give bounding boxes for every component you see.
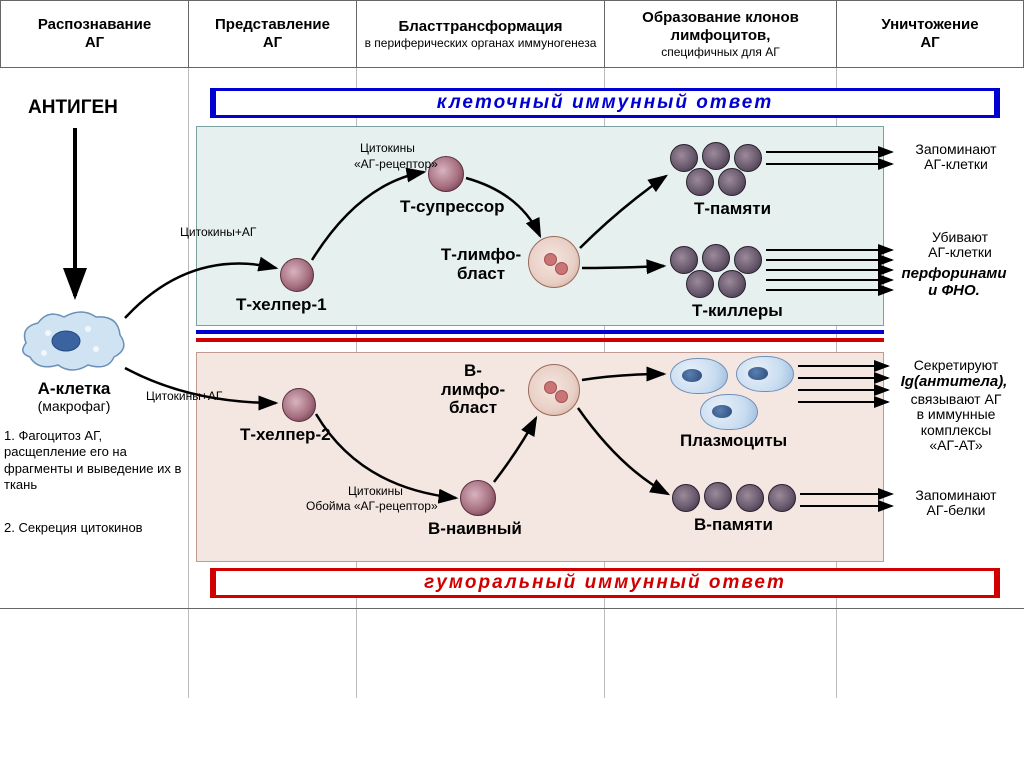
cellular-banner-text: клеточный иммунный ответ <box>437 92 774 114</box>
diagram-body: клеточный иммунный ответ гуморальный имм… <box>0 68 1024 698</box>
bottom-grid <box>0 608 1024 609</box>
thelper2-cell <box>282 388 316 422</box>
cytokAG-2: Цитокины+АГ <box>146 390 222 403</box>
blymphoblast-cell <box>528 364 580 416</box>
bm2 <box>704 482 732 510</box>
cytok-1: Цитокины <box>360 142 415 155</box>
header-c5-title: Уничтожение <box>881 16 978 34</box>
header-c1: Распознавание АГ <box>0 1 188 67</box>
bm1 <box>672 484 700 512</box>
eff-plasma-em: Ig(антитела), <box>888 374 1020 391</box>
acell-note-1: 1. Фагоцитоз АГ, расщепление его на фраг… <box>4 428 184 493</box>
bnaive-cell <box>460 480 496 516</box>
tmemory-c1 <box>670 144 698 172</box>
cytok-2: Цитокины <box>348 485 403 498</box>
header-c5: Уничтожение АГ <box>836 1 1024 67</box>
bnaive-label: В-наивный <box>428 520 522 539</box>
antigen-label: АНТИГЕН <box>28 98 118 119</box>
agrec-1: «АГ-рецептор» <box>354 158 438 171</box>
tk3 <box>734 246 762 274</box>
eff-tkillers-em: перфоринами и ФНО. <box>884 266 1024 299</box>
cellular-banner: клеточный иммунный ответ <box>210 88 1000 118</box>
header-c4-title: Образование клонов лимфоцитов, <box>609 9 832 45</box>
acell-label: А-клетка (макрофаг) <box>14 380 134 414</box>
tlymphoblast-label: Т-лимфо- бласт <box>440 246 522 283</box>
header-c3-title: Бласттрансформация <box>398 18 562 36</box>
tk5 <box>718 270 746 298</box>
col-sep-1 <box>188 68 189 698</box>
eff-plasma-bot: связывают АГ в иммунные комплексы «АГ-АТ… <box>892 392 1020 454</box>
acell-note-2: 2. Секреция цитокинов <box>4 520 184 536</box>
header-c1-title: Распознавание <box>38 16 151 34</box>
plasma-label: Плазмоциты <box>680 432 787 451</box>
pl1 <box>670 358 728 394</box>
sep-red <box>196 338 884 342</box>
header-c2: Представление АГ <box>188 1 356 67</box>
sep-blue <box>196 330 884 334</box>
acell-macrophage <box>18 305 128 375</box>
tmemory-c4 <box>686 168 714 196</box>
tk4 <box>686 270 714 298</box>
tkillers-label: Т-киллеры <box>692 302 783 321</box>
bm4 <box>768 484 796 512</box>
bmemory-label: В-памяти <box>694 516 773 535</box>
header-c5-sub: АГ <box>920 34 939 52</box>
thelper1-label: Т-хелпер-1 <box>236 296 327 315</box>
pl3 <box>700 394 758 430</box>
thelper2-label: Т-хелпер-2 <box>240 426 331 445</box>
acell-sub: (макрофаг) <box>38 398 111 414</box>
eff-tmemory: Запоминают АГ-клетки <box>896 142 1016 173</box>
acell-name: А-клетка <box>38 379 111 398</box>
blymphoblast-label: В-лимфо- бласт <box>432 362 514 418</box>
header-c3-sub: в периферических органах иммуногенеза <box>365 36 597 50</box>
header-c4: Образование клонов лимфоцитов, специфичн… <box>604 1 836 67</box>
tk1 <box>670 246 698 274</box>
tlymphoblast-cell <box>528 236 580 288</box>
cytokAG-1: Цитокины+АГ <box>180 226 256 239</box>
thelper1-cell <box>280 258 314 292</box>
humoral-banner-text: гуморальный иммунный ответ <box>424 572 786 594</box>
header-row: Распознавание АГ Представление АГ Бластт… <box>0 0 1024 68</box>
header-c3: Бласттрансформация в периферических орга… <box>356 1 604 67</box>
tmemory-c2 <box>702 142 730 170</box>
oboyma: Обойма «АГ-рецептор» <box>306 500 438 513</box>
eff-tkillers-top: Убивают АГ-клетки <box>900 230 1020 261</box>
tk2 <box>702 244 730 272</box>
pl2 <box>736 356 794 392</box>
humoral-banner: гуморальный иммунный ответ <box>210 568 1000 598</box>
eff-bmemory: Запоминают АГ-белки <box>896 488 1016 519</box>
header-c4-sub: специфичных для АГ <box>661 45 780 59</box>
tsuppressor-label: Т-супрессор <box>400 198 505 217</box>
header-c2-title: Представление <box>215 16 330 34</box>
tmemory-c3 <box>734 144 762 172</box>
bm3 <box>736 484 764 512</box>
tmemory-label: Т-памяти <box>694 200 771 219</box>
tmemory-c5 <box>718 168 746 196</box>
header-c1-sub: АГ <box>85 34 104 52</box>
eff-plasma-top: Секретируют <box>892 358 1020 373</box>
header-c2-sub: АГ <box>263 34 282 52</box>
